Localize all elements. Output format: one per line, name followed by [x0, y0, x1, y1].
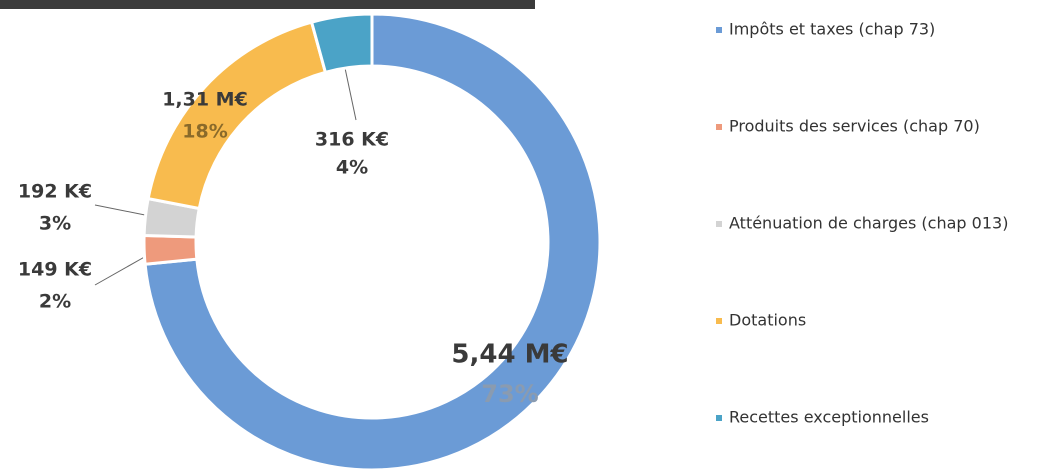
- legend-marker: [716, 221, 722, 227]
- value-label: 316 K€: [315, 129, 389, 151]
- donut-segment: [143, 12, 602, 472]
- legend-label: Atténuation de charges (chap 013): [729, 214, 1008, 233]
- legend-marker: [716, 27, 722, 33]
- legend-label: Produits des services (chap 70): [729, 117, 980, 136]
- top-bar: [0, 0, 535, 9]
- legend-marker: [716, 415, 722, 421]
- value-label: 149 K€: [18, 259, 92, 281]
- percent-label: 4%: [336, 157, 368, 179]
- donut-segment: [146, 20, 328, 211]
- percent-label: 73%: [481, 380, 538, 408]
- legend-label: Recettes exceptionnelles: [729, 408, 929, 427]
- value-label: 1,31 M€: [162, 89, 248, 111]
- legend-label: Dotations: [729, 311, 806, 330]
- value-label: 5,44 M€: [451, 340, 568, 370]
- legend-marker: [716, 318, 722, 324]
- legend-marker: [716, 124, 722, 130]
- legend-label: Impôts et taxes (chap 73): [729, 20, 935, 39]
- donut-segment: [142, 233, 199, 266]
- value-label: 192 K€: [18, 181, 92, 203]
- percent-label: 3%: [39, 213, 71, 235]
- percent-label: 2%: [39, 291, 71, 313]
- donut-segment: [309, 12, 374, 75]
- percent-label: 18%: [182, 121, 227, 143]
- leader-lines: [94, 67, 357, 286]
